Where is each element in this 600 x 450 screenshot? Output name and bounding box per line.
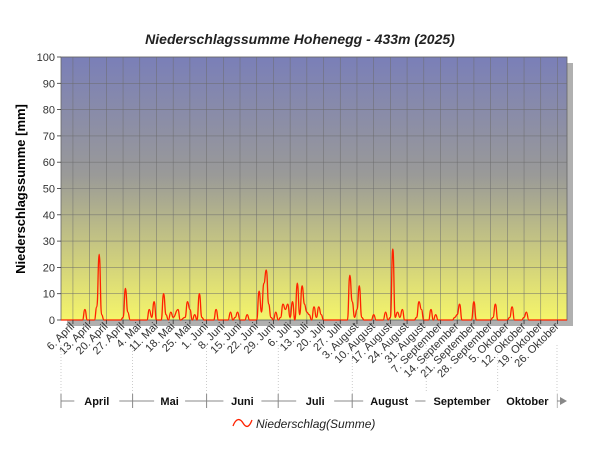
y-tick-label: 30: [43, 236, 55, 248]
y-tick-label: 60: [43, 157, 55, 169]
month-label: Mai: [160, 396, 178, 408]
y-tick-label: 0: [49, 315, 55, 327]
legend-label: Niederschlag(Summe): [256, 417, 375, 431]
month-label-bg: [154, 393, 186, 409]
month-label: Juli: [306, 396, 325, 408]
y-tick-label: 70: [43, 131, 55, 143]
y-tick-label: 20: [43, 262, 55, 274]
month-axis-arrow: [560, 397, 567, 405]
month-label-bg: [296, 393, 335, 409]
y-tick-label: 100: [37, 52, 55, 64]
legend: Niederschlag(Summe): [232, 417, 375, 431]
legend-swatch: [232, 418, 253, 428]
month-label-bg: [223, 393, 262, 409]
series-line-niederschlag: [60, 248, 567, 321]
month-label: Oktober: [506, 396, 549, 408]
month-label: Juni: [231, 396, 254, 408]
month-label-bg: [497, 393, 557, 409]
y-axis-label: Niederschlagssumme [mm]: [13, 104, 28, 274]
y-axis-ticks: 0 10 20 30 40 50 60 70 80 90 100: [37, 52, 61, 327]
month-label-bg: [363, 393, 416, 409]
y-tick-label: 90: [43, 78, 55, 90]
month-label: September: [434, 396, 492, 408]
month-label: August: [370, 396, 408, 408]
y-tick-label: 40: [43, 210, 55, 222]
month-label: April: [84, 396, 109, 408]
y-tick-label: 50: [43, 184, 55, 196]
chart-title: Niederschlagssumme Hohenegg - 433m (2025…: [145, 31, 455, 47]
grid-lines: [61, 56, 567, 321]
y-tick-label: 10: [43, 289, 55, 301]
month-label-bg: [425, 393, 499, 409]
month-axis: April Mai Juni Juli August September Oktober: [60, 345, 567, 409]
month-label-bg: [74, 393, 120, 409]
y-tick-label: 80: [43, 105, 55, 117]
